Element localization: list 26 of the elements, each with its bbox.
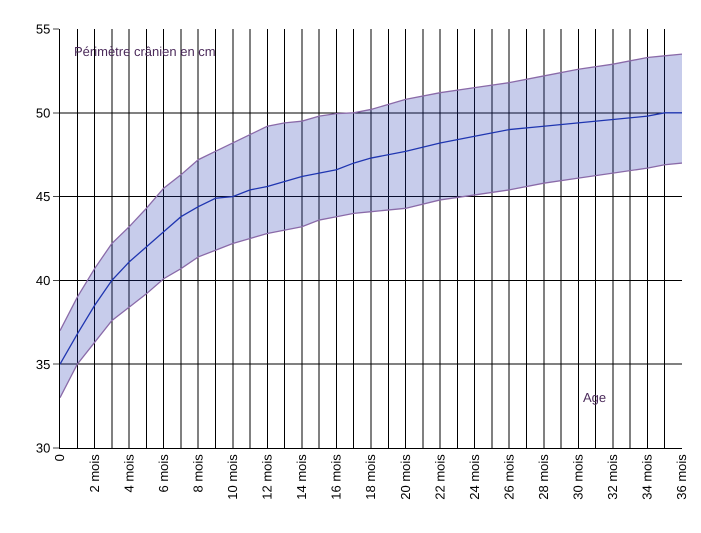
x-tick-label: 0 (52, 454, 68, 462)
x-tick-label: 32 mois (605, 454, 620, 500)
x-tick-label: 2 mois (86, 454, 102, 492)
line-series (60, 112, 682, 365)
x-tick-label: 4 mois (121, 454, 136, 492)
x-tick-label: 16 mois (328, 454, 344, 500)
y-tick-label: 50 (36, 105, 50, 120)
x-tick-label: 6 mois (156, 454, 171, 492)
x-tick-label: 28 mois (536, 454, 552, 500)
x-tick-label: 34 mois (640, 454, 655, 500)
x-tick-label: 12 mois (260, 454, 275, 500)
y-tick-label: 45 (36, 189, 50, 204)
x-tick-label: 24 mois (466, 454, 482, 500)
x-tick-label: 26 mois (501, 454, 516, 500)
y-tick-label: 30 (36, 440, 50, 456)
x-tick-label: 20 mois (398, 454, 413, 500)
x-tick-label: 30 mois (570, 454, 586, 500)
x-tick-label: 8 mois (190, 454, 206, 492)
x-tick-label: 36 mois (674, 454, 690, 500)
x-tick-label: 10 mois (225, 454, 240, 500)
x-tick-label: 22 mois (432, 454, 448, 500)
y-tick-label: 55 (36, 22, 50, 37)
y-tick-label: 35 (36, 356, 50, 372)
y-tick-label: 40 (36, 272, 50, 288)
x-tick-label: 18 mois (363, 454, 378, 500)
x-tick-label: 14 mois (294, 454, 310, 500)
